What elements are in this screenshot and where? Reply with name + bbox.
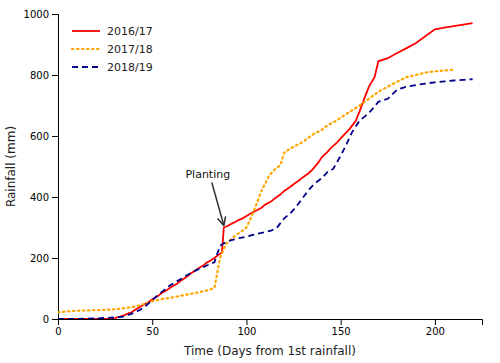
tick-label: 600 [30,131,49,142]
tick: 50 [146,319,159,337]
tick-label: 400 [30,192,49,203]
legend-swatch [72,48,100,50]
tick: 100 [237,319,256,337]
tick-label: 150 [332,326,351,337]
tick-mark [52,197,58,198]
tick: 150 [332,319,351,337]
x-axis: 0 50 100 150 200 [55,319,482,337]
tick: 200 [30,253,58,264]
legend-item: 2018/19 [72,61,153,74]
tick-label: 100 [237,326,256,337]
legend-item: 2016/17 [72,25,153,38]
axis-line [59,320,483,326]
annotation: Planting [185,168,230,226]
tick: 0 [55,319,61,337]
tick-mark [435,319,436,325]
tick-mark [52,319,58,320]
series-line [58,79,473,319]
tick-label: 200 [30,253,49,264]
tick: 1000 [24,9,58,20]
tick-mark [246,319,247,325]
lines [58,23,473,319]
annotation-text: Planting [185,168,230,181]
series-line [58,23,473,319]
legend-label: 2017/18 [107,43,153,56]
tick-label: 0 [55,326,61,337]
legend-label: 2016/17 [107,25,153,38]
legend-background [66,18,158,80]
tick-label: 200 [426,326,445,337]
tick-mark [52,136,58,137]
tick: 200 [426,319,445,337]
tick: 0 [43,314,58,325]
tick-label: 50 [146,326,159,337]
chart: 0 50 100 150 200 0 200 400 600 800 1000 Planting 201… [0,0,500,363]
series-line [58,70,454,312]
plot: 0 50 100 150 200 0 200 400 600 800 1000 Planting 201… [24,9,483,337]
tick-mark [341,319,342,325]
tick-mark [52,75,58,76]
tick-label: 800 [30,70,49,81]
tick-mark [52,258,58,259]
legend: 2016/17 2017/18 2018/19 [66,18,158,80]
tick-label: 1000 [24,9,49,20]
legend-label: 2018/19 [107,61,153,74]
tick-mark [52,14,58,15]
y-axis: 0 200 400 600 800 1000 [24,9,59,325]
legend-item: 2017/18 [72,43,153,56]
annotation-arrow [212,183,224,226]
legend-swatch [72,66,100,68]
tick: 800 [30,70,58,81]
axis-line [52,15,59,320]
legend-swatch [72,30,100,32]
tick-label: 0 [43,314,49,325]
y-axis-title: Rainfall (mm) [4,126,18,207]
x-axis-title: Time (Days from 1st rainfall) [183,344,356,358]
tick: 400 [30,192,58,203]
tick-mark [152,319,153,325]
tick: 600 [30,131,58,142]
